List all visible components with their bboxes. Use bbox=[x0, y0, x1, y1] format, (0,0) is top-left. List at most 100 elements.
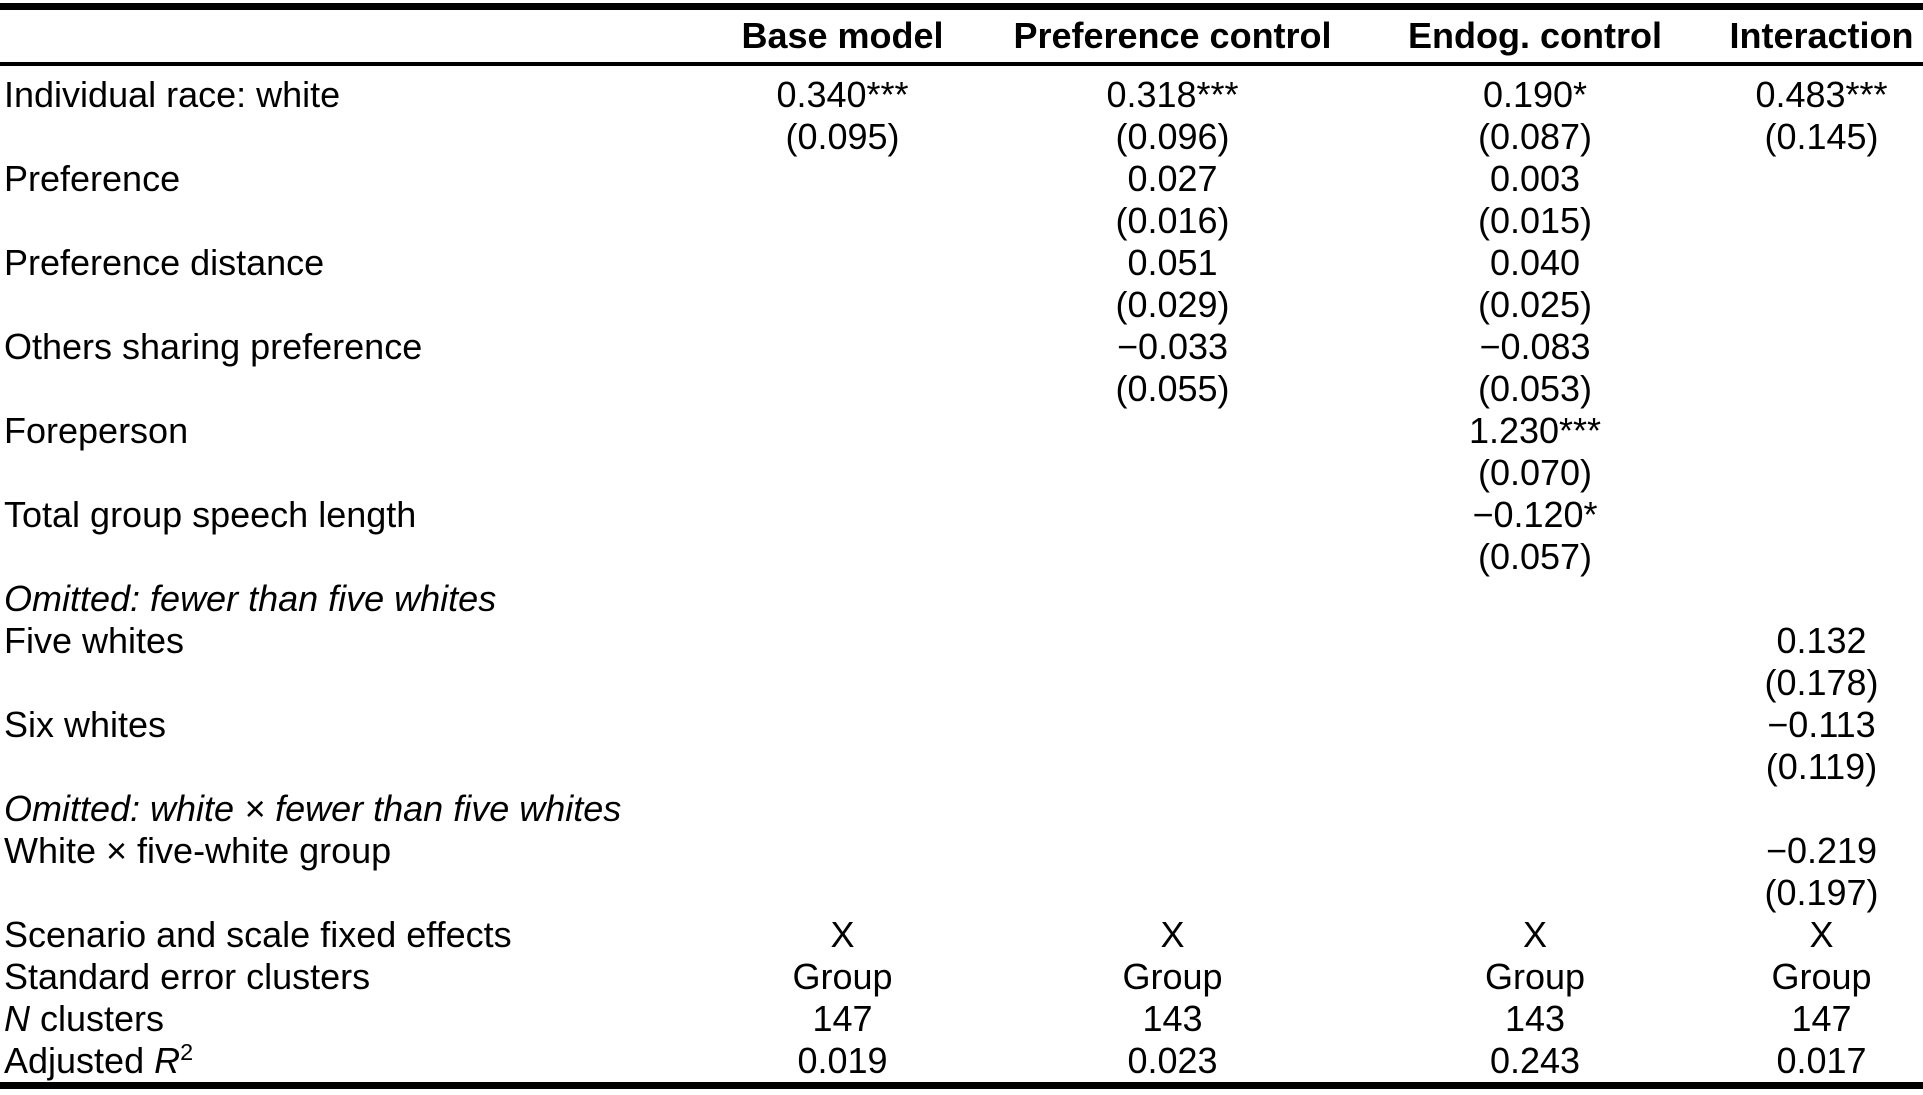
row-label: Six whites bbox=[4, 704, 167, 745]
cell-endog-control bbox=[1350, 704, 1720, 788]
standard-error-value: (0.070) bbox=[1477, 452, 1593, 493]
cell-endog-control: Group bbox=[1484, 956, 1586, 997]
table-row-total-group-speech-length: Total group speech length −0.120* (0.057… bbox=[0, 494, 1923, 578]
cell-preference-control bbox=[995, 830, 1350, 914]
estimate-value: −0.113 bbox=[1767, 704, 1876, 745]
cell-endog-control: 0.040 (0.025) bbox=[1350, 242, 1720, 326]
table-row-fixed-effects: Scenario and scale fixed effects X X X X bbox=[0, 914, 1923, 956]
cell-endog-control: X bbox=[1522, 914, 1547, 955]
row-label-superscript: 2 bbox=[180, 1039, 194, 1065]
column-header-preference-control: Preference control bbox=[995, 6, 1350, 66]
row-label: Preference bbox=[4, 158, 181, 199]
standard-error-value: (0.145) bbox=[1764, 116, 1879, 157]
row-label: Individual race: white bbox=[4, 74, 341, 115]
cell-preference-control: 0.027 (0.016) bbox=[995, 158, 1350, 242]
standard-error-value: (0.055) bbox=[1115, 368, 1230, 409]
cell-preference-control: 0.051 (0.029) bbox=[995, 242, 1350, 326]
table-row-white-x-five-white-group: White × five-white group −0.219 (0.197) bbox=[0, 830, 1923, 914]
standard-error-value: (0.197) bbox=[1764, 872, 1879, 913]
standard-error-value: (0.025) bbox=[1477, 284, 1593, 325]
table-row-individual-race-white: Individual race: white 0.340*** (0.095) … bbox=[0, 64, 1923, 158]
standard-error-value: (0.119) bbox=[1765, 746, 1878, 787]
estimate-value: 0.340*** bbox=[776, 74, 909, 115]
standard-error-value: (0.095) bbox=[785, 116, 900, 157]
cell-interaction bbox=[1720, 326, 1923, 410]
row-label: White × five-white group bbox=[4, 830, 392, 871]
cell-endog-control bbox=[1350, 620, 1720, 704]
estimate-value: 0.190* bbox=[1482, 74, 1588, 115]
cell-base-model bbox=[690, 704, 995, 788]
cell-interaction: X bbox=[1809, 914, 1834, 955]
table-row-foreperson: Foreperson 1.230*** (0.070) bbox=[0, 410, 1923, 494]
cell-base-model: Group bbox=[792, 956, 893, 997]
estimate-value: 0.051 bbox=[1127, 242, 1218, 283]
regression-table: Base model Preference control Endog. con… bbox=[0, 3, 1923, 1089]
row-label: Foreperson bbox=[4, 410, 189, 451]
table-row-standard-error-clusters: Standard error clusters Group Group Grou… bbox=[0, 956, 1923, 998]
standard-error-value: (0.016) bbox=[1115, 200, 1230, 241]
standard-error-value: (0.015) bbox=[1477, 200, 1593, 241]
standard-error-value: (0.057) bbox=[1477, 536, 1593, 577]
row-label-rest: clusters bbox=[30, 998, 165, 1039]
standard-error-value: (0.178) bbox=[1764, 662, 1879, 703]
cell-base-model bbox=[690, 242, 995, 326]
cell-base-model: 0.340*** (0.095) bbox=[690, 64, 995, 158]
cell-interaction: Group bbox=[1771, 956, 1872, 997]
standard-error-value: (0.029) bbox=[1115, 284, 1230, 325]
table-row-others-sharing-preference: Others sharing preference −0.033 (0.055)… bbox=[0, 326, 1923, 410]
estimate-value: 0.027 bbox=[1127, 158, 1218, 199]
cell-interaction: 0.483*** (0.145) bbox=[1720, 64, 1923, 158]
row-label: Total group speech length bbox=[4, 494, 417, 535]
table-row-omitted-fewer-than-five-whites: Omitted: fewer than five whites bbox=[0, 578, 1923, 620]
cell-interaction bbox=[1720, 494, 1923, 578]
estimate-value: −0.120* bbox=[1472, 494, 1598, 535]
estimate-value: 0.040 bbox=[1489, 242, 1581, 283]
estimate-value: −0.083 bbox=[1479, 326, 1591, 367]
row-label: Five whites bbox=[4, 620, 185, 661]
table-header-row: Base model Preference control Endog. con… bbox=[0, 6, 1923, 66]
cell-preference-control: −0.033 (0.055) bbox=[995, 326, 1350, 410]
cell-base-model bbox=[690, 620, 995, 704]
column-header-base-model: Base model bbox=[690, 6, 995, 66]
cell-endog-control bbox=[1350, 830, 1720, 914]
estimate-value: 0.483*** bbox=[1755, 74, 1888, 115]
cell-preference-control: Group bbox=[1122, 956, 1223, 997]
cell-preference-control: X bbox=[1160, 914, 1185, 955]
estimate-value: −0.033 bbox=[1116, 326, 1229, 367]
table-row-preference-distance: Preference distance 0.051 (0.029) 0.040 … bbox=[0, 242, 1923, 326]
cell-endog-control: −0.083 (0.053) bbox=[1350, 326, 1720, 410]
row-label-italic-n: N bbox=[4, 998, 30, 1039]
cell-interaction: 0.017 bbox=[1776, 1040, 1867, 1081]
cell-base-model bbox=[690, 410, 995, 494]
table-row-five-whites: Five whites 0.132 (0.178) bbox=[0, 620, 1923, 704]
column-header-empty bbox=[0, 6, 690, 66]
estimate-value: −0.219 bbox=[1765, 830, 1878, 871]
cell-interaction bbox=[1720, 410, 1923, 494]
cell-interaction bbox=[1720, 242, 1923, 326]
cell-base-model: 147 bbox=[812, 998, 873, 1039]
cell-base-model: 0.019 bbox=[797, 1040, 888, 1081]
table-row-n-clusters: N clusters 147 143 143 147 bbox=[0, 998, 1923, 1040]
cell-interaction: −0.219 (0.197) bbox=[1720, 830, 1923, 914]
row-label: Others sharing preference bbox=[4, 326, 423, 367]
row-label: Scenario and scale fixed effects bbox=[4, 914, 512, 955]
row-label: N clusters bbox=[0, 998, 690, 1040]
row-label-prefix: Adjusted bbox=[4, 1040, 155, 1081]
cell-base-model: X bbox=[830, 914, 855, 955]
estimate-value: 0.003 bbox=[1489, 158, 1581, 199]
estimate-value: 1.230*** bbox=[1468, 410, 1602, 451]
column-header-interaction: Interaction bbox=[1720, 6, 1923, 66]
row-label: Standard error clusters bbox=[4, 956, 371, 997]
table-row-omitted-white-fewer-than-five-whites: Omitted: white × fewer than five whites bbox=[0, 788, 1923, 830]
omitted-category-note: Omitted: fewer than five whites bbox=[4, 578, 497, 619]
cell-base-model bbox=[690, 158, 995, 242]
cell-base-model bbox=[690, 494, 995, 578]
cell-endog-control: 1.230*** (0.070) bbox=[1350, 410, 1720, 494]
cell-preference-control: 0.318*** (0.096) bbox=[995, 64, 1350, 158]
estimate-value: 0.132 bbox=[1776, 620, 1867, 661]
row-label: Adjusted R2 bbox=[0, 1040, 690, 1086]
cell-endog-control: −0.120* (0.057) bbox=[1350, 494, 1720, 578]
column-header-endog-control: Endog. control bbox=[1350, 6, 1720, 66]
cell-interaction: 0.132 (0.178) bbox=[1720, 620, 1923, 704]
cell-base-model bbox=[690, 830, 995, 914]
